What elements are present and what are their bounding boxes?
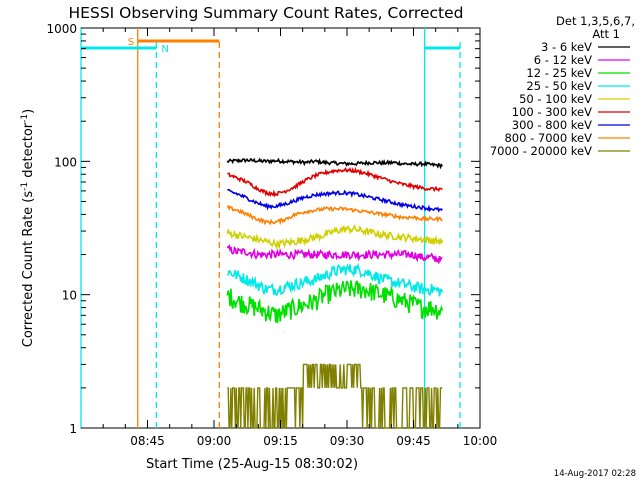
flag-lines: SN: [80, 28, 461, 428]
x-tick-label: 09:45: [396, 434, 431, 448]
legend-header-1: Det 1,3,5,6,7,: [556, 14, 635, 28]
y-label-part: Corrected Count Rate (s: [21, 191, 36, 348]
legend-entry-label: 12 - 25 keV: [526, 66, 592, 80]
legend-entry-label: 800 - 7000 keV: [504, 131, 592, 145]
legend-entry-label: 25 - 50 keV: [526, 79, 592, 93]
y-tick-label: 100: [54, 155, 77, 169]
series-line: [227, 363, 443, 429]
y-label-part: detector: [21, 122, 36, 182]
x-tick-label: 08:45: [130, 434, 165, 448]
y-tick-label: 10: [62, 289, 77, 303]
y-label-sup: -1: [20, 114, 30, 123]
legend-entry-label: 300 - 800 keV: [512, 118, 592, 132]
series-line: [227, 166, 443, 198]
y-label-sup: -1: [20, 182, 30, 191]
x-tick-label: 10:00: [463, 434, 498, 448]
x-tick-label: 09:15: [263, 434, 298, 448]
series-line: [226, 262, 444, 297]
flag-label: N: [161, 44, 168, 55]
y-label-part: ): [21, 109, 36, 114]
y-tick-label: 1000: [46, 22, 77, 36]
legend-header-2: Att 1: [592, 27, 620, 41]
series-line: [226, 243, 443, 264]
legend-entry-label: 7000 - 20000 keV: [490, 144, 592, 158]
series-layer: [226, 157, 444, 429]
footer-timestamp: 14-Aug-2017 02:28: [554, 469, 636, 479]
x-axis-label: Start Time (25-Aug-15 08:30:02): [146, 457, 358, 472]
series-line: [226, 157, 443, 170]
series-line: [226, 204, 443, 226]
series-line: [226, 223, 444, 251]
series-line: [226, 280, 444, 324]
flag-label: S: [128, 37, 134, 48]
x-tick-label: 09:30: [330, 434, 365, 448]
y-tick-label: 1: [69, 422, 77, 436]
plot-frame: [80, 27, 481, 429]
x-tick-label: 09:00: [197, 434, 232, 448]
chart-title: HESSI Observing Summary Count Rates, Cor…: [69, 4, 464, 22]
axis-ticks: 08:45 09:00 09:15 09:30 09:45 10:00 1 10 100 1000: [46, 22, 497, 448]
legend-entry-label: 6 - 12 keV: [534, 53, 592, 67]
plot-area: SN 08:45 09:00 09:15 09:30 09:45 10:001101001…: [46, 22, 497, 448]
legend-entry-label: 3 - 6 keV: [541, 40, 592, 54]
series-line: [227, 189, 443, 213]
legend-entry-label: 50 - 100 keV: [519, 92, 592, 106]
y-axis-label: Corrected Count Rate (s-1 detector-1): [20, 109, 36, 347]
legend-entry-label: 100 - 300 keV: [512, 105, 592, 119]
